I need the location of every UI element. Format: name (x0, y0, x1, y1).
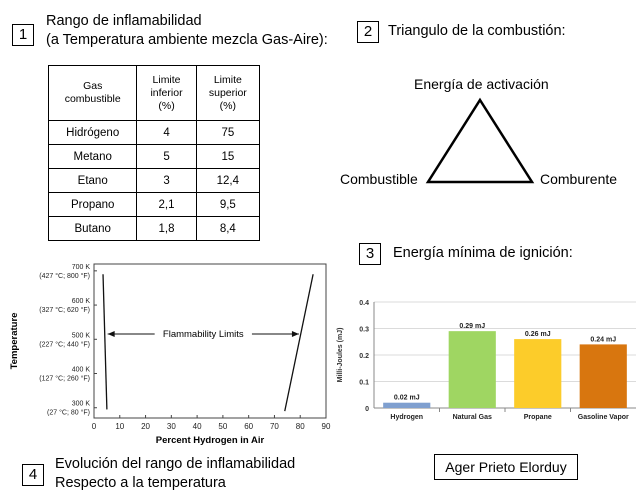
category-label: Propane (524, 414, 552, 421)
table-row: Propano 2,1 9,5 (47, 192, 261, 217)
y-tick-label: 0.1 (359, 380, 369, 387)
x-tick-label: 40 (193, 422, 202, 431)
table-row: Metano 5 15 (47, 144, 261, 169)
x-tick-label: 20 (141, 422, 150, 431)
flammability-table: Gas combustible Limite inferior (%) Limi… (47, 65, 261, 241)
table-header-row: Gas combustible Limite inferior (%) Limi… (47, 65, 261, 121)
flammability-temperature-chart: 0 10 20 30 40 50 60 70 80 90 700 K(427 °C; 800 °F)… (9, 263, 331, 446)
section-3-number: 3 (359, 243, 381, 265)
cell-gas: Propano (47, 192, 138, 217)
fire-triangle (425, 97, 535, 184)
section-4-number: 4 (22, 464, 44, 486)
y-tick-label: 0 (365, 406, 369, 413)
cell-lower: 1,8 (136, 216, 197, 241)
y-tick-sublabel: (427 °C; 800 °F) (39, 272, 90, 280)
section-1-title-line1: Rango de inflamabilidad (46, 13, 202, 29)
upper-limit-line (284, 274, 314, 412)
cell-upper: 15 (195, 144, 261, 169)
table-row: Etano 3 12,4 (47, 168, 261, 193)
cell-lower: 2,1 (136, 192, 197, 217)
y-tick-label: 0.2 (359, 353, 369, 360)
y-tick-sublabel: (227 °C; 440 °F) (39, 340, 90, 348)
cell-upper: 75 (195, 120, 261, 145)
section-2-title: Triangulo de la combustión: (388, 23, 566, 39)
category-label: Gasoline Vapor (578, 414, 629, 421)
x-tick-label: 10 (115, 422, 124, 431)
bar-value-label: 0.02 mJ (394, 395, 420, 402)
y-axis-label: Milli-Joules (mJ) (337, 328, 344, 383)
bar-value-label: 0.24 mJ (590, 336, 616, 343)
header-upper-limit: Limite superior (%) (195, 65, 261, 121)
cell-gas: Hidrógeno (47, 120, 138, 145)
table-row: Hidrógeno 4 75 (47, 120, 261, 145)
cell-upper: 12,4 (195, 168, 261, 193)
x-tick-label: 60 (244, 422, 253, 431)
ignition-energy-chart: 0 0.1 0.2 0.3 0.4 Milli-Joules (mJ) 0.02 mJ Hyd… (337, 300, 636, 421)
triangle-left-label: Combustible (340, 171, 418, 187)
lower-limit-line (102, 274, 108, 410)
header-gas-text: Gas combustible (64, 80, 121, 105)
y-tick-sublabel: (327 °C; 620 °F) (39, 306, 90, 314)
y-tick-label: 0.4 (359, 300, 369, 307)
section-4-title-line1: Evolución del rango de inflamabilidad (55, 456, 296, 472)
y-tick-label: 500 K (72, 332, 91, 339)
bar-propane (514, 339, 562, 408)
section-3-title: Energía mínima de ignición: (393, 245, 573, 261)
annotation-label: Flammability Limits (163, 329, 244, 340)
cell-upper: 8,4 (195, 216, 261, 241)
y-tick-label: 400 K (72, 367, 91, 374)
y-tick-label: 300 K (72, 401, 91, 408)
section-1-title-line2: (a Temperatura ambiente mezcla Gas-Aire)… (46, 32, 328, 48)
x-tick-label: 80 (296, 422, 305, 431)
x-axis-label: Percent Hydrogen in Air (156, 435, 265, 446)
cell-upper: 9,5 (195, 192, 261, 217)
table-row: Butano 1,8 8,4 (47, 216, 261, 241)
section-1-number: 1 (12, 24, 34, 46)
header-upper-text: Limite superior (%) (208, 73, 247, 112)
bar-gasoline-vapor (579, 344, 627, 408)
x-tick-label: 90 (322, 422, 331, 431)
bar-value-label: 0.29 mJ (459, 323, 485, 330)
y-tick-label: 600 K (72, 298, 91, 305)
x-tick-label: 30 (167, 422, 176, 431)
y-tick-sublabel: (27 °C; 80 °F) (47, 409, 90, 417)
annotation-arrowhead-right (291, 331, 299, 337)
y-tick-label: 700 K (72, 264, 91, 271)
bar-value-label: 0.26 mJ (525, 331, 551, 338)
x-tick-label: 0 (92, 422, 97, 431)
plot-frame (93, 263, 327, 419)
header-lower-text: Limite inferior (%) (150, 73, 183, 112)
section-4-title-line2: Respecto a la temperatura (55, 475, 226, 491)
category-label: Natural Gas (453, 414, 492, 421)
cell-gas: Butano (47, 216, 138, 241)
author-box: Ager Prieto Elorduy (434, 454, 578, 480)
cell-lower: 4 (136, 120, 197, 145)
y-axis-label: Temperature (9, 313, 20, 370)
category-label: Hydrogen (390, 414, 423, 421)
x-tick-label: 50 (218, 422, 227, 431)
y-tick-sublabel: (127 °C; 260 °F) (39, 375, 90, 383)
cell-gas: Metano (47, 144, 138, 169)
triangle-right-label: Comburente (540, 171, 618, 187)
cell-gas: Etano (47, 168, 138, 193)
cell-lower: 3 (136, 168, 197, 193)
annotation-arrowhead-left (107, 331, 115, 337)
y-tick-label: 0.3 (359, 327, 369, 334)
triangle-shape (425, 97, 535, 184)
x-tick-label: 70 (270, 422, 279, 431)
bar-hydrogen (383, 402, 431, 408)
section-2-number: 2 (357, 21, 379, 43)
cell-lower: 5 (136, 144, 197, 169)
header-lower-limit: Limite inferior (%) (136, 65, 197, 121)
header-gas: Gas combustible (47, 65, 138, 121)
bar-natural-gas (448, 331, 496, 408)
triangle-top-label: Energía de activación (414, 76, 549, 92)
